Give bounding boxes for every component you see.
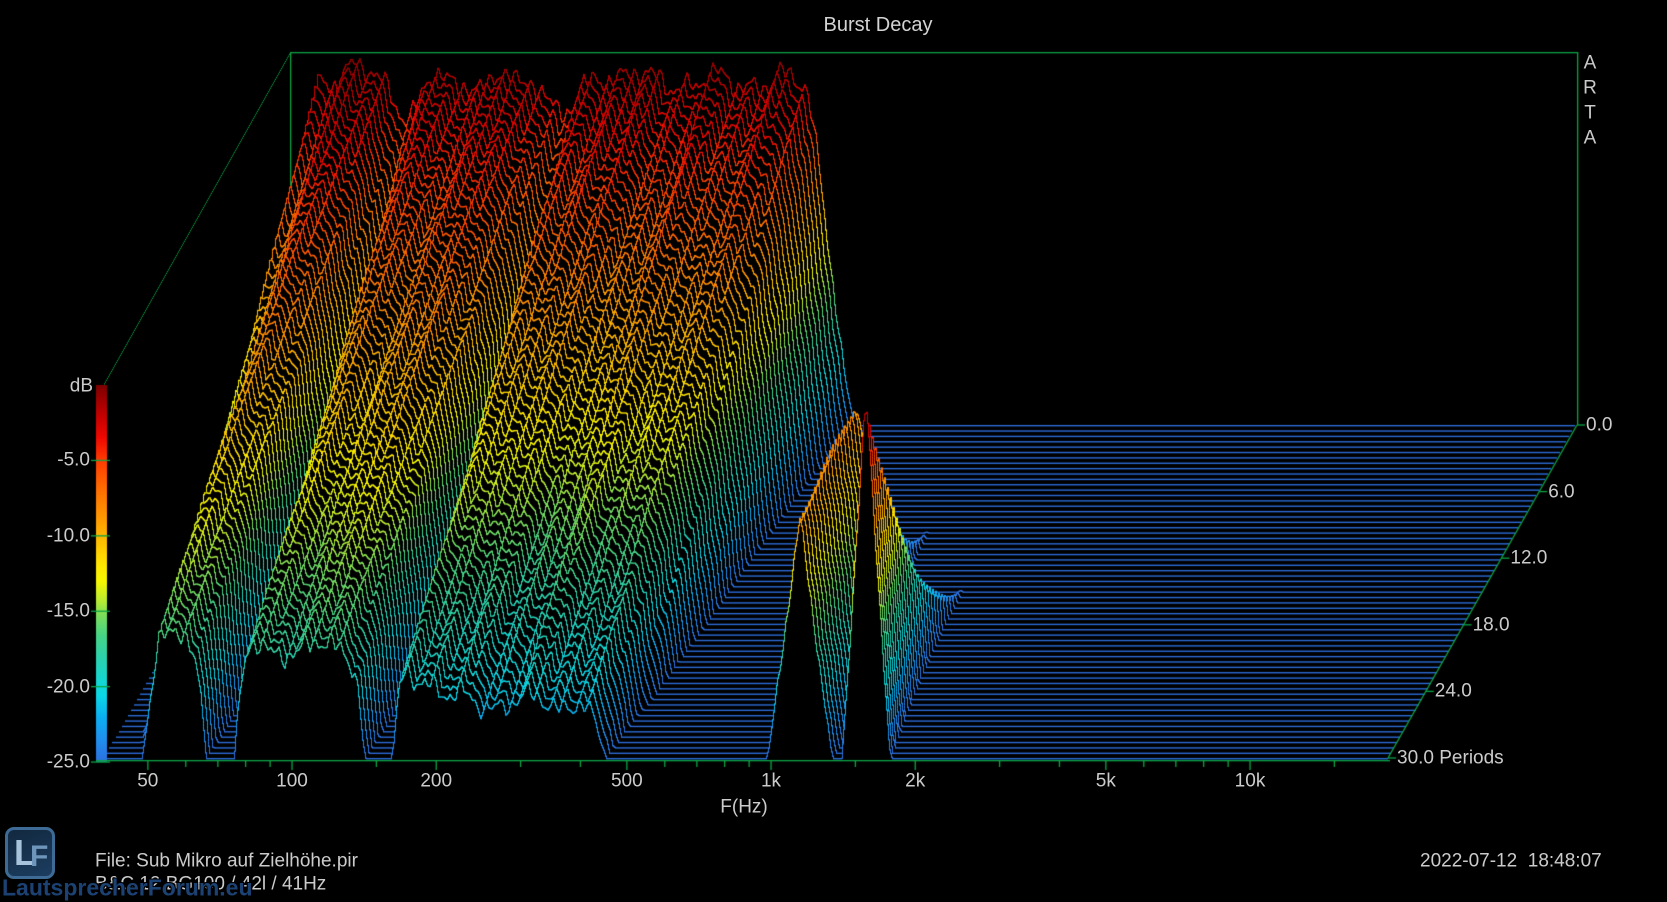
x-tick-label: 2k (905, 772, 925, 791)
arta-vertical-letter: A (1584, 54, 1597, 73)
period-tick-label: 0.0 (1586, 416, 1612, 435)
logo-letter-f: F (30, 840, 48, 874)
timestamp-text: 2022-07-12 18:48:07 (1420, 852, 1602, 871)
x-tick-label: 50 (137, 772, 158, 791)
db-tick-label: -20.0 (47, 677, 90, 696)
arta-vertical-letter: A (1584, 129, 1597, 148)
period-tick-label: 30.0 Periods (1397, 749, 1504, 768)
period-tick-label: 12.0 (1510, 549, 1547, 568)
file-name-text: File: Sub Mikro auf Zielhöhe.pir (95, 852, 358, 871)
db-tick-label: -15.0 (47, 602, 90, 621)
burst-decay-screen: Burst Decay dB F(Hz) 50 100 200 500 1k 2k 5k 10… (0, 0, 1667, 902)
arta-vertical-letter: T (1584, 104, 1596, 123)
watermark-text: LautsprecherForum.eu (2, 877, 253, 900)
x-tick-label: 1k (761, 772, 781, 791)
x-tick-label: 100 (276, 772, 308, 791)
db-axis-label: dB (70, 377, 93, 396)
x-tick-label: 500 (611, 772, 643, 791)
period-tick-label: 18.0 (1473, 615, 1510, 634)
x-tick-label: 10k (1235, 772, 1266, 791)
x-tick-label: 5k (1096, 772, 1116, 791)
period-tick-label: 6.0 (1548, 482, 1574, 501)
lautsprecherforum-logo: L F (5, 827, 55, 879)
x-tick-label: 200 (420, 772, 452, 791)
arta-vertical-letter: R (1583, 79, 1597, 98)
db-tick-label: -10.0 (47, 526, 90, 545)
x-axis-label: F(Hz) (720, 798, 767, 817)
period-tick-label: 24.0 (1435, 682, 1472, 701)
db-tick-label: -25.0 (47, 753, 90, 772)
db-tick-label: -5.0 (57, 451, 90, 470)
page-title: Burst Decay (824, 15, 933, 35)
